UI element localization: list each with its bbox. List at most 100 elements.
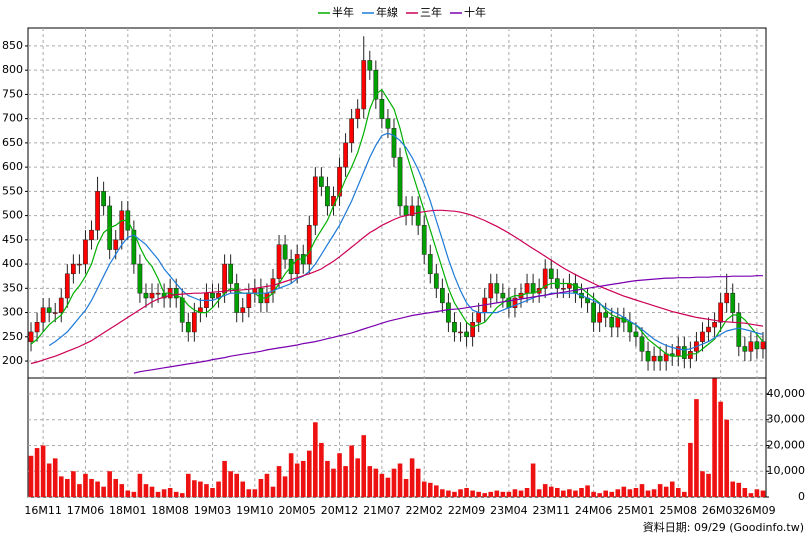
volume-bar [125,490,131,497]
candle-body [409,205,415,216]
candle-body [718,302,723,323]
volume-bar [58,476,64,497]
legend-label: 十年 [464,5,486,19]
candle-body [361,60,367,110]
candle-body [258,288,264,304]
candle-body [476,312,482,323]
candle-body [173,288,179,299]
volume-bar [403,478,409,497]
volume-bar [736,482,742,497]
volume-bar [270,486,276,497]
volume-bar [639,484,645,497]
y2-tick-label: 40,000 [767,387,806,400]
candle-body [421,225,427,255]
volume-bar [657,484,663,497]
y2-tick-label: 0 [798,490,805,503]
candle-body [294,254,300,275]
volume-bar [228,471,233,497]
candle-body [452,322,457,333]
candle-body [681,346,687,359]
x-tick-label: 21M07 [363,504,401,517]
volume-bar [440,489,445,497]
volume-bar [173,491,179,497]
candle-body [597,312,603,323]
candle-body [470,322,475,338]
volume-bar [561,490,566,497]
y-tick-label: 250 [2,330,23,343]
candle-body [113,239,119,250]
volume-bar [34,448,40,497]
y-tick-label: 600 [2,160,23,173]
candle-body [306,225,312,265]
volume-bar [669,481,675,497]
candle-body [77,263,82,266]
volume-bar [240,481,246,497]
candle-body [95,191,100,231]
candle-body [137,263,143,294]
volume-bar [167,487,173,497]
volume-bar [161,489,167,497]
candle-body [391,128,397,158]
y-tick-label: 500 [2,209,23,222]
candle-body [349,118,354,144]
volume-bar [645,490,651,497]
candle-body [657,355,663,362]
volume-bar [40,445,46,497]
candle-body [548,268,554,279]
volume-bar [682,491,687,497]
candle-body [46,307,52,313]
candle-body [760,341,766,350]
volume-bar [179,493,185,497]
candle-body [355,108,361,119]
volume-bar [337,453,342,497]
source-note: 資料日期: 09/29 (Goodinfo.tw) [643,520,804,534]
candle-body [730,292,736,313]
volume-bar [663,486,669,497]
volume-bar [391,468,397,497]
volume-bar [573,490,578,497]
volume-bar [464,487,469,497]
volume-bar [688,442,693,497]
volume-bar [724,419,729,497]
volume-bar [651,489,657,497]
volume-bar [482,493,488,497]
volume-bar [742,487,748,497]
candle-body [331,195,336,207]
x-tick-label: 18M08 [151,504,189,517]
x-tick-label: 24M06 [575,504,613,517]
candle-body [143,292,149,299]
candle-body [222,263,227,294]
volume-bar [101,486,106,497]
candle-body [71,263,76,275]
ma-line [133,275,763,374]
y-tick-label: 700 [2,112,23,125]
volume-bar [518,490,524,497]
candle-body [34,322,40,333]
candle-body [748,341,754,352]
volume-bar [506,491,512,497]
candle-body [58,297,64,313]
candle-body [591,302,596,323]
volume-bar [718,401,723,497]
volume-bar [198,481,203,497]
volume-bar [409,458,415,497]
y-tick-label: 750 [2,87,23,100]
candle-body [373,69,379,100]
candle-body [446,302,451,323]
candle-body [337,166,342,197]
candle-body [131,229,137,265]
candle-body [155,292,161,295]
candle-body [234,283,240,313]
volume-bar [204,484,209,497]
candle-body [639,336,645,352]
volume-bar [222,460,227,497]
volume-bar [349,445,354,497]
volume-bar [119,484,125,497]
volume-bar [149,486,155,497]
volume-bar [421,481,427,497]
candle-body [433,273,439,289]
candle-body [736,312,742,347]
x-tick-label: 20M05 [278,504,316,517]
volume-bar [216,481,221,497]
volume-bar [548,486,554,497]
